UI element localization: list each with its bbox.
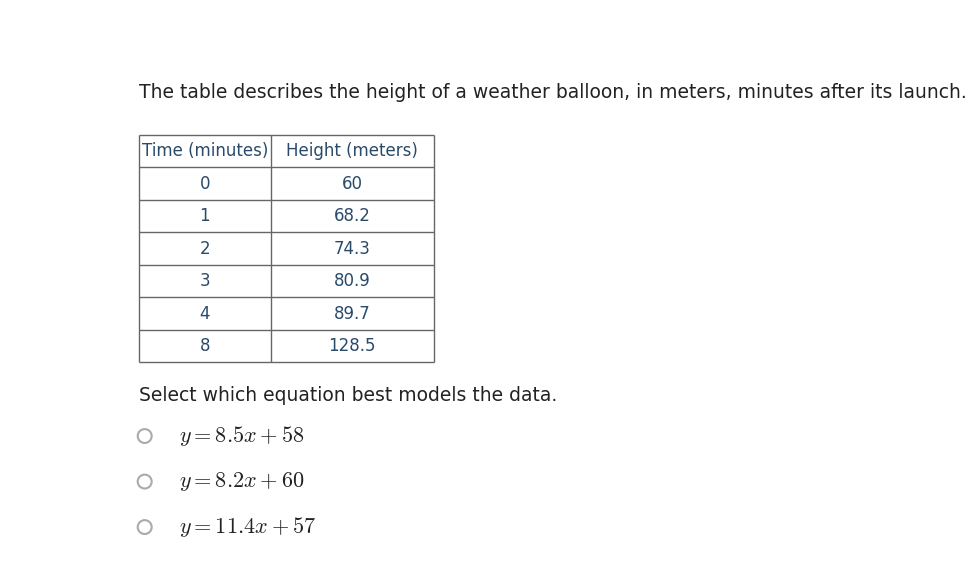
Text: $y = 8.5x + 58$: $y = 8.5x + 58$ xyxy=(179,424,305,448)
Text: 4: 4 xyxy=(199,305,210,323)
Text: 60: 60 xyxy=(342,175,363,193)
Text: 80.9: 80.9 xyxy=(334,272,371,290)
Text: The table describes the height of a weather balloon, in meters, minutes after it: The table describes the height of a weat… xyxy=(139,83,966,102)
Text: 68.2: 68.2 xyxy=(334,207,371,225)
Ellipse shape xyxy=(138,475,151,489)
Text: 1: 1 xyxy=(199,207,210,225)
Text: 2: 2 xyxy=(199,239,210,257)
Ellipse shape xyxy=(138,429,151,443)
Text: 128.5: 128.5 xyxy=(329,337,376,355)
Text: Select which equation best models the data.: Select which equation best models the da… xyxy=(139,386,557,405)
Text: $y = 11.4x + 57$: $y = 11.4x + 57$ xyxy=(179,515,316,539)
Text: $y = 11.8x + 54$: $y = 11.8x + 54$ xyxy=(179,561,315,563)
Text: $y = 8.2x + 60$: $y = 8.2x + 60$ xyxy=(179,470,305,493)
Text: 3: 3 xyxy=(199,272,210,290)
Text: 89.7: 89.7 xyxy=(334,305,371,323)
Text: Time (minutes): Time (minutes) xyxy=(142,142,268,160)
Text: 8: 8 xyxy=(199,337,210,355)
Text: 74.3: 74.3 xyxy=(334,239,371,257)
Ellipse shape xyxy=(138,520,151,534)
Text: Height (meters): Height (meters) xyxy=(286,142,419,160)
Text: 0: 0 xyxy=(199,175,210,193)
